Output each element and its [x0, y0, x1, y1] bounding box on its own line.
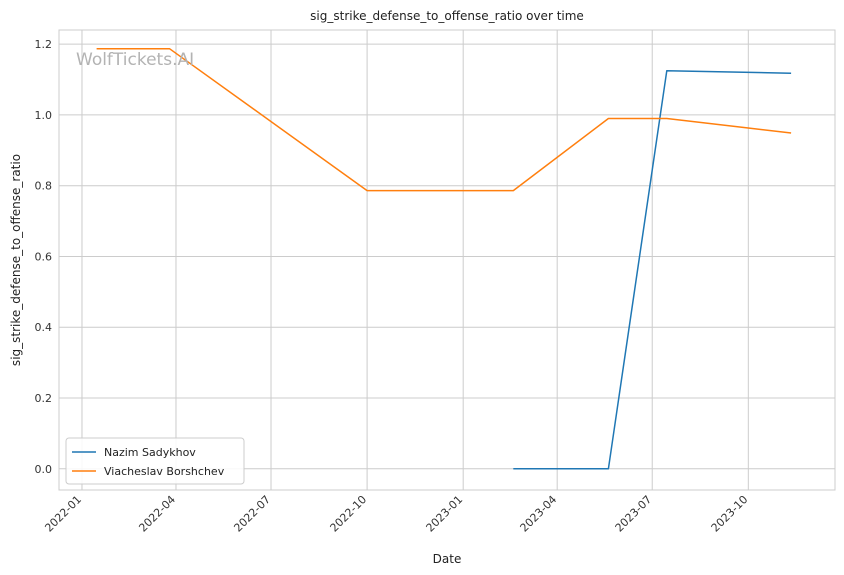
x-tick-label: 2023-04 [518, 493, 560, 535]
y-tick-label: 1.0 [35, 109, 53, 122]
y-axis-label: sig_strike_defense_to_offense_ratio [9, 154, 23, 366]
x-tick-label: 2022-10 [328, 493, 370, 535]
x-tick-label: 2023-07 [613, 493, 655, 535]
series-line-viacheslav-borshchev [96, 48, 792, 192]
grid [59, 30, 835, 490]
y-tick-label: 0.4 [35, 321, 53, 334]
legend-entry: Nazim Sadykhov [104, 446, 196, 459]
series-line-nazim-sadykhov [513, 69, 792, 470]
legend-entry: Viacheslav Borshchev [104, 465, 225, 478]
x-tick-label: 2022-07 [231, 493, 273, 535]
y-tick-label: 0.8 [35, 180, 53, 193]
x-tick-label: 2022-01 [42, 493, 84, 535]
x-axis-label: Date [433, 552, 462, 566]
legend-box [65, 437, 245, 485]
x-tick-label: 2023-10 [709, 493, 751, 535]
y-tick-label: 0.6 [35, 250, 53, 263]
watermark: WolfTickets.AI [76, 50, 194, 70]
x-tick-label: 2023-01 [424, 493, 466, 535]
legend: Nazim Sadykhov Viacheslav Borshchev [65, 437, 245, 485]
y-tick-label: 1.2 [35, 38, 53, 51]
y-tick-label: 0.0 [35, 463, 53, 476]
plot-frame [58, 29, 836, 491]
y-tick-label: 0.2 [35, 392, 53, 405]
series-lines [96, 48, 792, 470]
chart-title: sig_strike_defense_to_offense_ratio over… [310, 9, 584, 23]
x-tick-label: 2022-04 [136, 493, 178, 535]
